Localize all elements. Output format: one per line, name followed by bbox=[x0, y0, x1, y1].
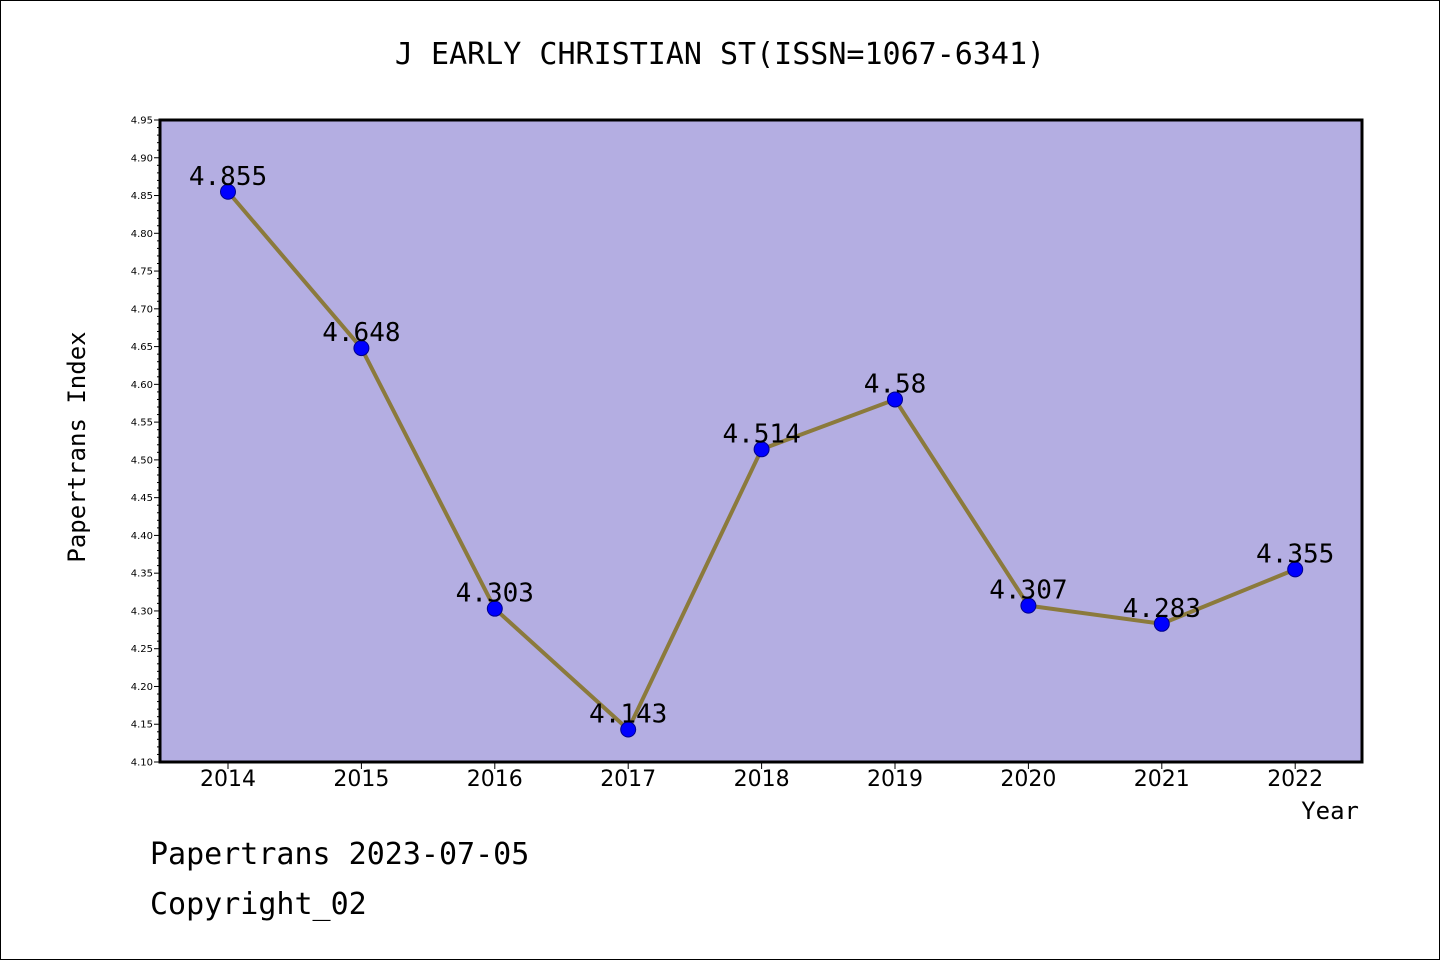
x-tick-label: 2018 bbox=[734, 767, 790, 792]
y-tick-label: 4.50 bbox=[131, 455, 153, 466]
data-label: 4.355 bbox=[1256, 539, 1334, 569]
x-tick-label: 2015 bbox=[333, 767, 389, 792]
x-tick-label: 2021 bbox=[1134, 767, 1190, 792]
y-tick-label: 4.30 bbox=[131, 606, 153, 617]
y-tick-label: 4.20 bbox=[131, 682, 153, 693]
y-tick-label: 4.25 bbox=[131, 644, 153, 655]
y-tick-label: 4.70 bbox=[131, 304, 153, 315]
footer-copyright: Copyright_02 bbox=[150, 887, 367, 922]
x-tick-label: 2022 bbox=[1267, 767, 1323, 792]
data-label: 4.648 bbox=[322, 318, 400, 348]
x-tick-label: 2019 bbox=[867, 767, 923, 792]
data-point-marker bbox=[753, 441, 770, 458]
x-axis-label: Year bbox=[1301, 797, 1359, 825]
data-label: 4.855 bbox=[189, 162, 267, 192]
x-tick-label: 2020 bbox=[1000, 767, 1056, 792]
y-tick-label: 4.75 bbox=[131, 267, 153, 278]
data-point-marker bbox=[1153, 615, 1170, 632]
data-point-marker bbox=[486, 600, 503, 617]
y-tick-label: 4.35 bbox=[131, 569, 153, 580]
y-tick-label: 4.95 bbox=[131, 116, 153, 127]
data-label: 4.143 bbox=[589, 700, 667, 730]
y-tick-label: 4.90 bbox=[131, 153, 153, 164]
data-point-marker bbox=[620, 721, 637, 738]
data-point-marker bbox=[220, 183, 236, 200]
footer-date: Papertrans 2023-07-05 bbox=[150, 837, 530, 872]
chart-title: J EARLY CHRISTIAN ST(ISSN=1067-6341) bbox=[394, 37, 1046, 72]
y-tick-label: 4.10 bbox=[131, 758, 153, 769]
y-tick-label: 4.55 bbox=[131, 418, 153, 429]
data-label: 4.514 bbox=[722, 419, 800, 449]
series-layer: 4.855 4.648 4.303 4.143 4.514 4.58 4.307 4.283 4… bbox=[189, 162, 1334, 738]
data-point-marker bbox=[353, 340, 370, 357]
y-tick-label: 4.40 bbox=[131, 531, 153, 542]
y-tick-label: 4.85 bbox=[131, 191, 153, 202]
x-tick-label: 2017 bbox=[600, 767, 656, 792]
x-tick-label: 2014 bbox=[200, 767, 256, 792]
data-label: 4.303 bbox=[456, 579, 534, 609]
y-tick-label: 4.80 bbox=[131, 229, 153, 240]
y-tick-label: 4.65 bbox=[131, 342, 153, 353]
data-label: 4.58 bbox=[864, 369, 927, 399]
data-label: 4.307 bbox=[989, 576, 1067, 606]
y-tick-label: 4.60 bbox=[131, 380, 153, 391]
data-point-marker bbox=[1287, 561, 1304, 578]
x-axis: 2014 2015 2016 2017 2018 2019 2020 2021 2022 bbox=[200, 762, 1323, 792]
y-tick-label: 4.15 bbox=[131, 720, 153, 731]
x-tick-label: 2016 bbox=[467, 767, 523, 792]
data-point-marker bbox=[1020, 597, 1037, 614]
plot-area bbox=[158, 118, 1364, 764]
data-point-marker bbox=[887, 391, 903, 408]
y-tick-label: 4.45 bbox=[131, 493, 153, 504]
y-axis: 4.10 4.15 4.20 4.25 4.30 4.35 4.40 4.45 4.50 4.55… bbox=[131, 116, 160, 769]
data-label: 4.283 bbox=[1123, 594, 1201, 624]
